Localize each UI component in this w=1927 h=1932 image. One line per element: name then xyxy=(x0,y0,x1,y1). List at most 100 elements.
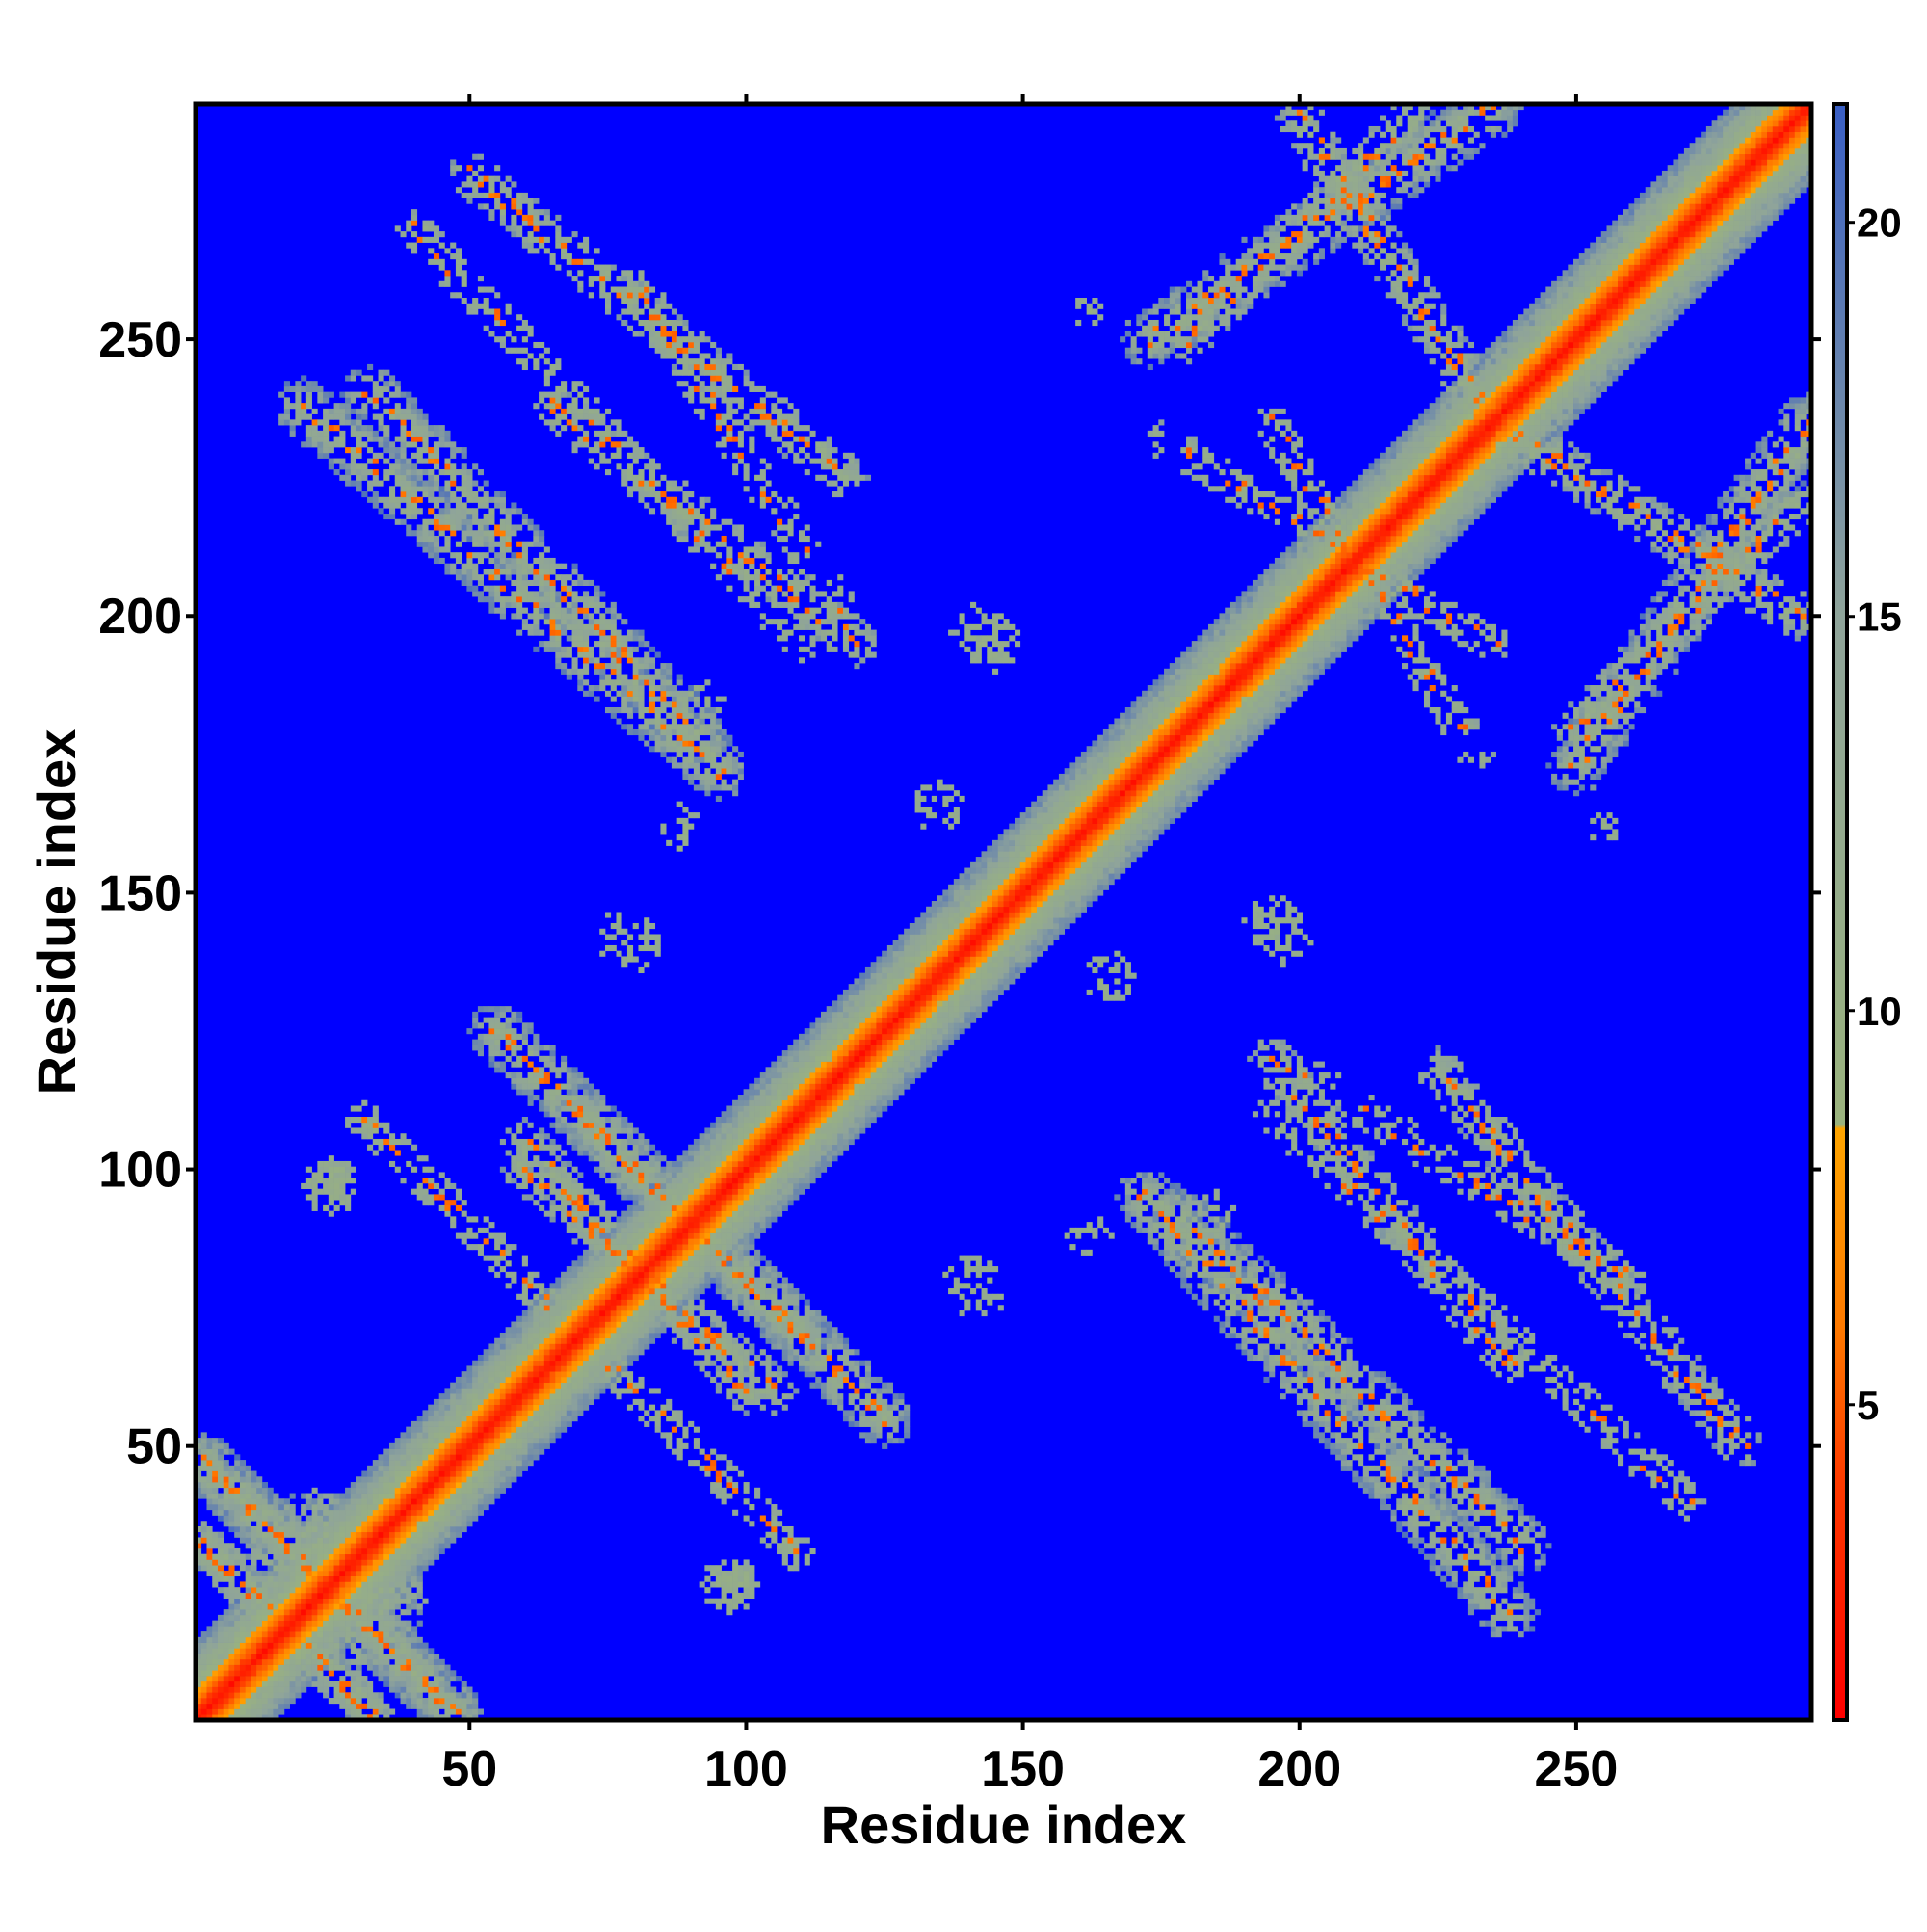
heatmap-cell xyxy=(206,1470,213,1477)
heatmap-cell xyxy=(561,1166,568,1173)
heatmap-cell xyxy=(256,1543,263,1549)
heatmap-cell xyxy=(543,1410,550,1416)
heatmap-cell xyxy=(527,1398,534,1405)
heatmap-cell xyxy=(339,436,346,442)
heatmap-cell xyxy=(561,236,568,243)
heatmap-cell xyxy=(539,1349,545,1356)
heatmap-cell xyxy=(311,1648,318,1654)
heatmap-cell xyxy=(472,535,479,543)
heatmap-cell xyxy=(483,1382,489,1389)
heatmap-cell xyxy=(206,1553,213,1560)
heatmap-cell xyxy=(483,1460,489,1467)
heatmap-cell xyxy=(450,496,457,503)
heatmap-cell xyxy=(444,1465,451,1471)
heatmap-cell xyxy=(301,1504,307,1511)
heatmap-cell xyxy=(428,1509,435,1516)
heatmap-cell xyxy=(350,469,356,476)
heatmap-cell xyxy=(571,607,578,614)
heatmap-cell xyxy=(450,1521,457,1527)
heatmap-cell xyxy=(483,585,489,592)
heatmap-cell xyxy=(632,298,639,304)
heatmap-cell xyxy=(389,1160,396,1168)
heatmap-cell xyxy=(505,601,512,608)
heatmap-cell xyxy=(323,1614,330,1621)
heatmap-cell xyxy=(511,1432,517,1439)
heatmap-cell xyxy=(295,1581,302,1588)
heatmap-cell xyxy=(416,1570,423,1577)
heatmap-cell xyxy=(416,1442,423,1449)
heatmap-cell xyxy=(616,1371,622,1378)
heatmap-cell xyxy=(533,1315,540,1322)
heatmap-cell xyxy=(505,574,512,581)
heatmap-cell xyxy=(206,1442,213,1449)
heatmap-cell xyxy=(361,1686,368,1693)
heatmap-cell xyxy=(433,513,440,520)
heatmap-cell xyxy=(461,1393,467,1400)
heatmap-cell xyxy=(278,1559,285,1566)
heatmap-cell xyxy=(455,1416,462,1422)
heatmap-cell xyxy=(533,1077,540,1084)
heatmap-cell xyxy=(433,1525,440,1533)
heatmap-cell xyxy=(472,1476,479,1483)
heatmap-cell xyxy=(394,1581,401,1588)
heatmap-cell xyxy=(245,1598,251,1604)
heatmap-cell xyxy=(378,1543,384,1549)
heatmap-cell xyxy=(466,579,473,586)
heatmap-cell xyxy=(378,1609,384,1616)
heatmap-cell xyxy=(339,1553,346,1560)
heatmap-cell xyxy=(527,1410,534,1416)
heatmap-cell xyxy=(438,1686,445,1693)
heatmap-cell xyxy=(521,1089,528,1096)
heatmap-cell xyxy=(206,1531,213,1538)
heatmap-cell xyxy=(438,1393,445,1400)
heatmap-cell xyxy=(543,1061,550,1068)
heatmap-cell xyxy=(317,1548,324,1555)
heatmap-cell xyxy=(361,1714,368,1721)
heatmap-cell xyxy=(406,1676,412,1682)
heatmap-cell xyxy=(626,303,634,309)
heatmap-cell xyxy=(311,1525,318,1533)
heatmap-cell xyxy=(422,1493,429,1499)
heatmap-cell xyxy=(477,1050,484,1057)
heatmap-cell xyxy=(267,1587,274,1594)
heatmap-cell xyxy=(212,1636,219,1643)
heatmap-cell xyxy=(428,1482,435,1489)
heatmap-cell xyxy=(566,1315,572,1322)
heatmap-cell xyxy=(621,1365,628,1372)
heatmap-cell xyxy=(483,1487,489,1494)
heatmap-cell xyxy=(428,1648,435,1654)
heatmap-cell xyxy=(444,1438,451,1444)
heatmap-cell xyxy=(289,1658,296,1665)
heatmap-cell xyxy=(289,1642,296,1649)
heatmap-cell xyxy=(539,1365,545,1372)
heatmap-cell xyxy=(571,231,578,238)
heatmap-cell xyxy=(561,1150,568,1156)
heatmap-cell xyxy=(416,1420,423,1427)
heatmap-cell xyxy=(494,1255,501,1261)
heatmap-cell xyxy=(543,1327,550,1334)
heatmap-cell xyxy=(472,1426,479,1433)
heatmap-cell xyxy=(483,596,489,603)
heatmap-cell xyxy=(323,1570,330,1577)
heatmap-cell xyxy=(516,1321,523,1328)
heatmap-cell xyxy=(604,679,612,686)
heatmap-cell xyxy=(527,1388,534,1394)
heatmap-cell xyxy=(632,1232,639,1239)
heatmap-cell xyxy=(499,1416,506,1422)
heatmap-cell xyxy=(599,286,606,293)
heatmap-cell xyxy=(305,1609,312,1616)
heatmap-cell xyxy=(200,1565,207,1572)
heatmap-cell xyxy=(339,1654,346,1660)
heatmap-cell xyxy=(604,912,612,918)
heatmap-cell xyxy=(610,1382,617,1389)
heatmap-cell xyxy=(444,276,451,282)
heatmap-cell xyxy=(539,629,545,636)
heatmap-cell xyxy=(583,635,590,642)
heatmap-cell xyxy=(394,1460,401,1467)
heatmap-cell xyxy=(483,530,489,537)
heatmap-cell xyxy=(594,1299,600,1306)
heatmap-cell xyxy=(561,1310,568,1317)
heatmap-cell xyxy=(305,1581,312,1588)
heatmap-cell xyxy=(450,508,457,515)
heatmap-cell xyxy=(626,657,634,664)
